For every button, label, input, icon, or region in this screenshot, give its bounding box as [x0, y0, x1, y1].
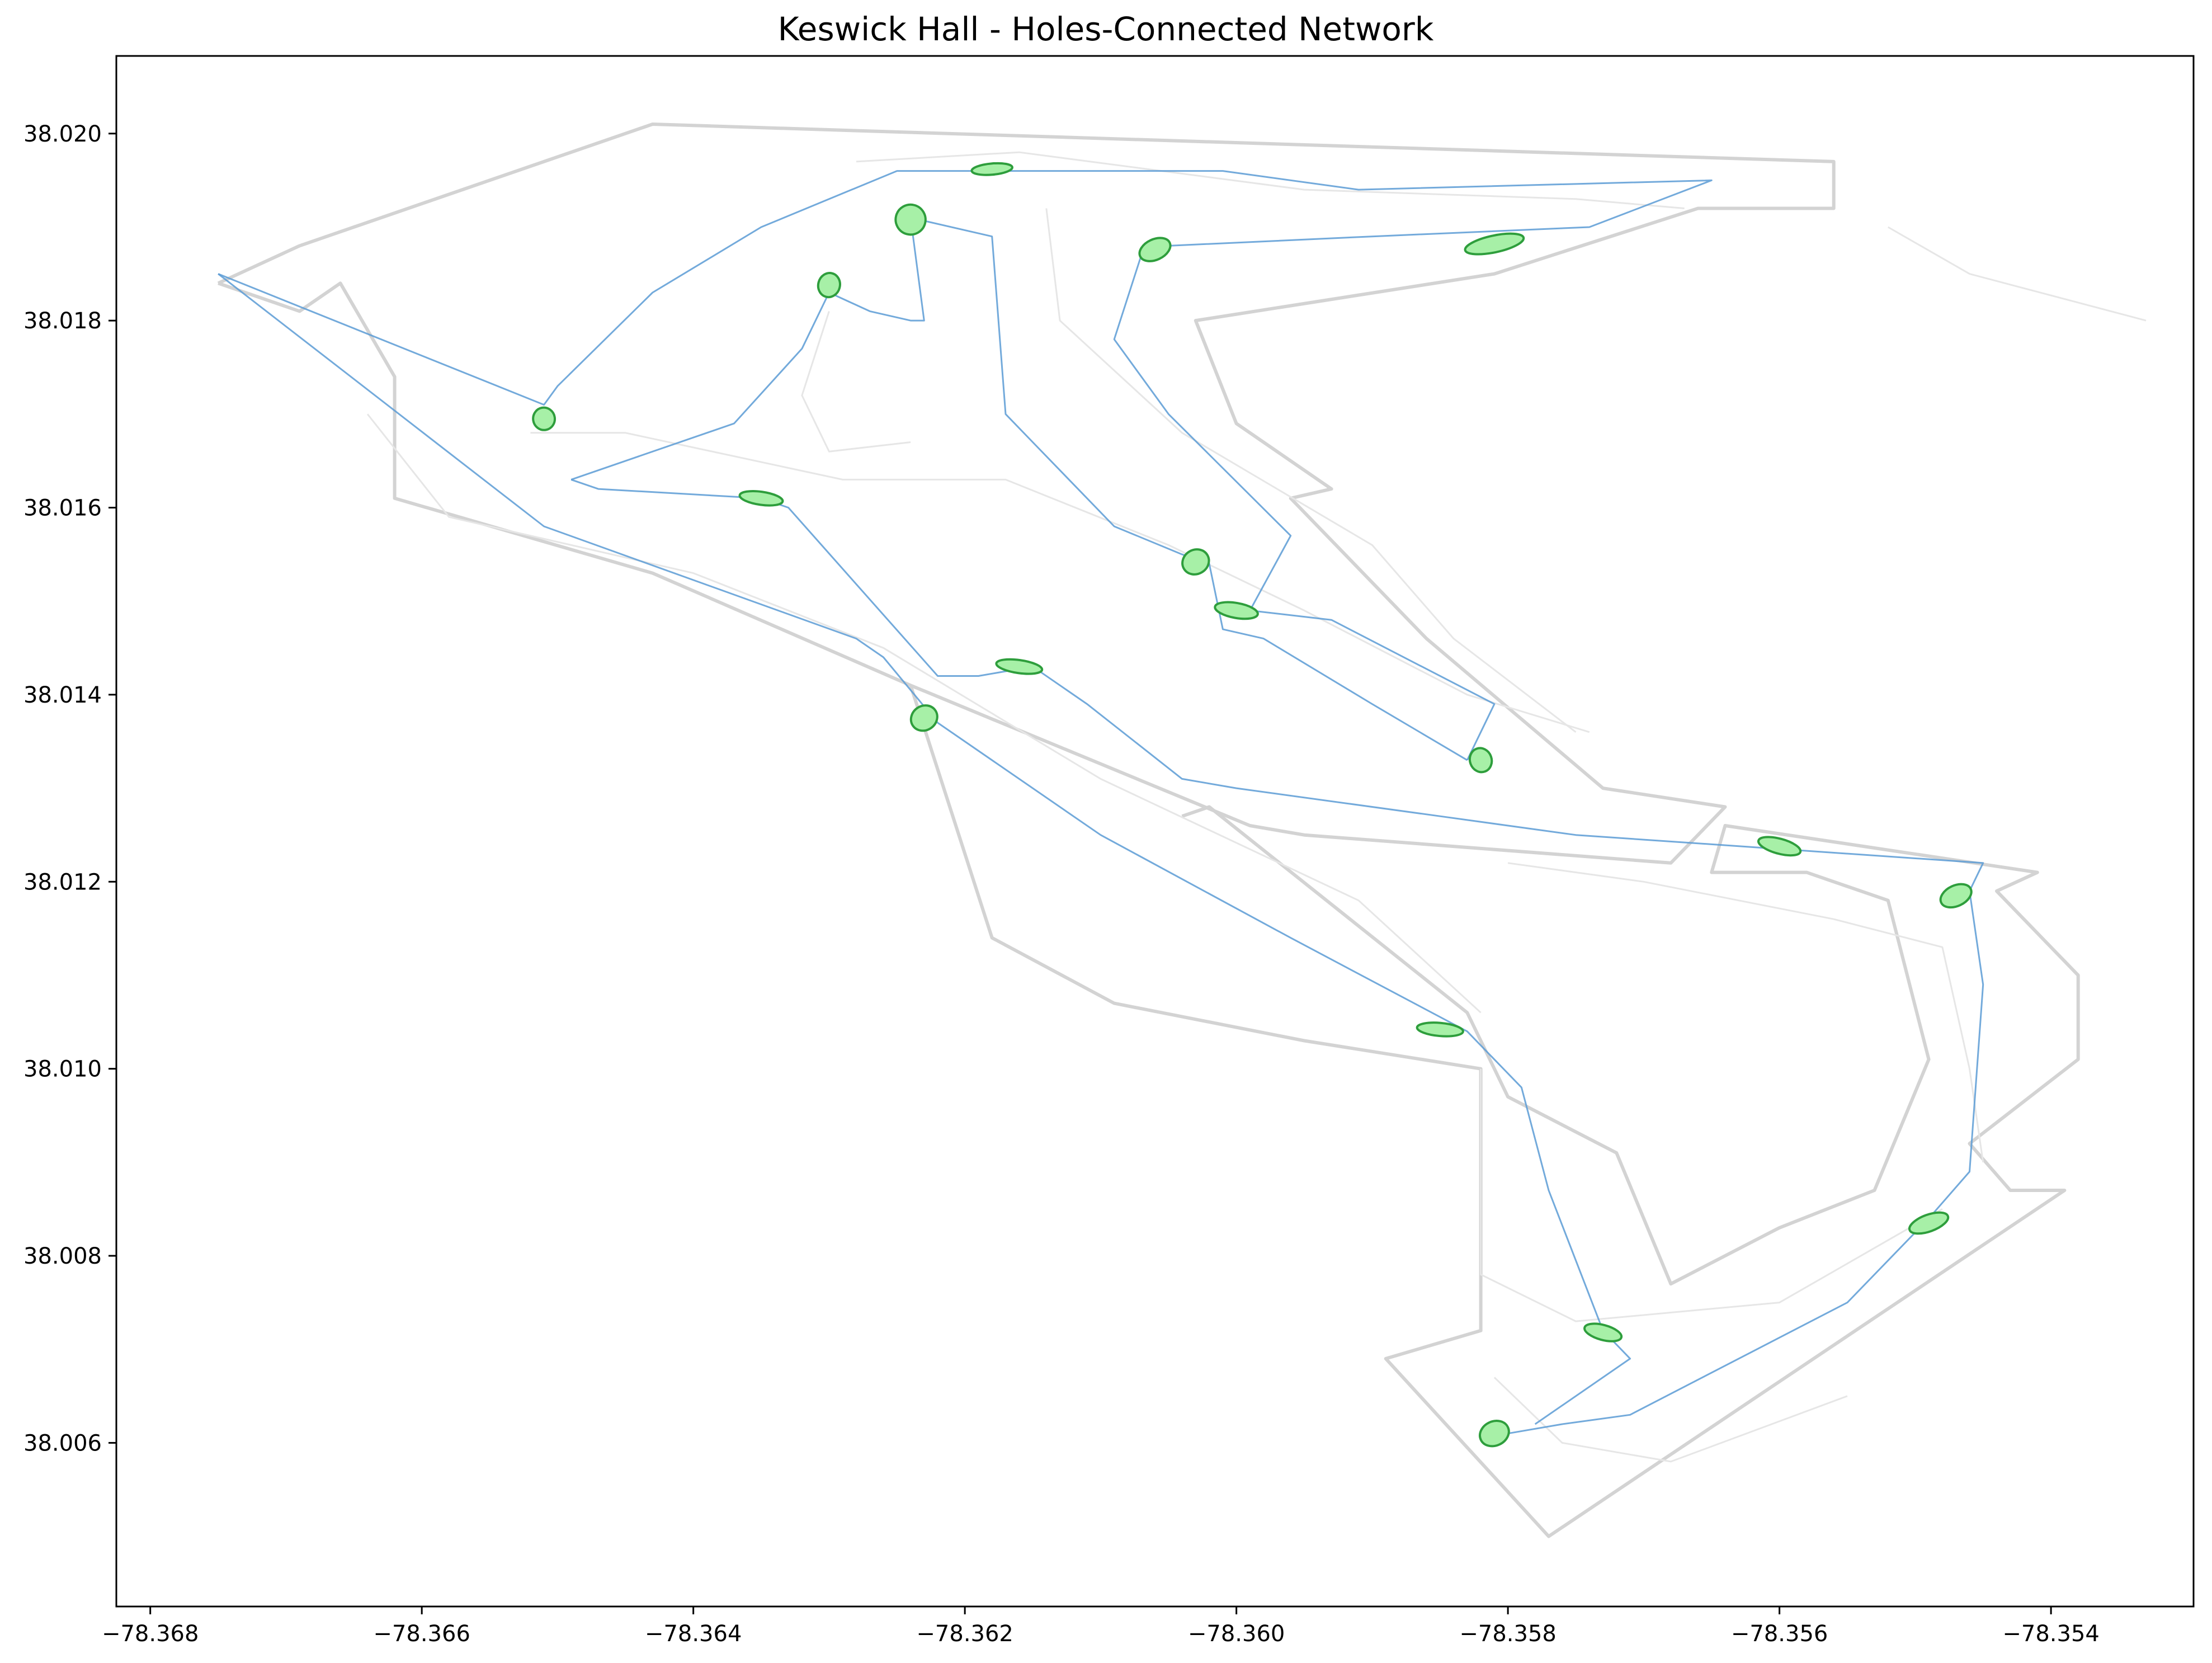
- green-10: [995, 658, 1044, 675]
- y-tick-label: 38.016: [23, 496, 102, 521]
- greens-layer: [532, 162, 1973, 1448]
- x-tick-label: −78.360: [1188, 1621, 1285, 1647]
- cart-path-5: [856, 151, 1685, 209]
- y-tick-label: 38.020: [23, 121, 102, 147]
- y-axis: 38.006 38.008 38.010 38.012 38.014 38.016 38.0…: [23, 121, 116, 1456]
- y-tick-label: 38.018: [23, 308, 102, 334]
- x-tick-label: −78.366: [373, 1621, 470, 1647]
- route-middle: [570, 478, 1984, 1435]
- green-16: [1908, 1211, 1950, 1235]
- chart-title: Keswick Hall - Holes-Connected Network: [778, 10, 1434, 48]
- cart-paths-layer: [366, 151, 2147, 1463]
- green-18: [1479, 1420, 1510, 1448]
- green-9: [1214, 601, 1259, 620]
- route-north: [218, 170, 1713, 761]
- x-tick-label: −78.354: [2002, 1621, 2099, 1647]
- green-8: [1181, 548, 1210, 576]
- y-tick-label: 38.014: [23, 682, 102, 708]
- green-4: [970, 162, 1013, 176]
- y-tick-label: 38.010: [23, 1057, 102, 1082]
- cart-path-2: [366, 413, 1482, 1014]
- cart-path-3: [801, 310, 911, 453]
- cart-path-1: [530, 432, 1590, 733]
- x-tick-label: −78.368: [102, 1621, 199, 1647]
- cart-path-8: [1480, 1068, 1943, 1322]
- green-11: [909, 704, 938, 732]
- y-tick-label: 38.006: [23, 1430, 102, 1456]
- green-12: [1468, 747, 1493, 774]
- y-tick-label: 38.008: [23, 1243, 102, 1269]
- y-tick-label: 38.012: [23, 869, 102, 895]
- x-tick-label: −78.364: [645, 1621, 742, 1647]
- green-17: [1583, 1322, 1623, 1342]
- x-axis: −78.368 −78.366 −78.364 −78.362 −78.360 −78.3…: [102, 1607, 2100, 1647]
- green-7: [738, 490, 784, 507]
- green-14: [1939, 883, 1973, 909]
- plot-area: [217, 123, 2147, 1538]
- green-3: [894, 203, 927, 236]
- green-5: [1138, 237, 1172, 262]
- green-13: [1757, 836, 1802, 857]
- x-tick-label: −78.362: [916, 1621, 1013, 1647]
- axes-frame: [115, 55, 2195, 1608]
- x-tick-label: −78.356: [1731, 1621, 1828, 1647]
- cart-path-9: [1493, 1377, 1848, 1463]
- green-1: [532, 406, 556, 431]
- green-2: [817, 272, 841, 299]
- cart-path-7: [1507, 862, 1984, 1163]
- green-15: [1416, 1021, 1464, 1038]
- green-6: [1464, 232, 1525, 256]
- route-west: [570, 216, 1468, 761]
- x-tick-label: −78.358: [1459, 1621, 1556, 1647]
- cart-path-6: [1888, 226, 2147, 322]
- cart-path-4: [1045, 208, 1577, 733]
- course-boundary-north: [217, 123, 1836, 865]
